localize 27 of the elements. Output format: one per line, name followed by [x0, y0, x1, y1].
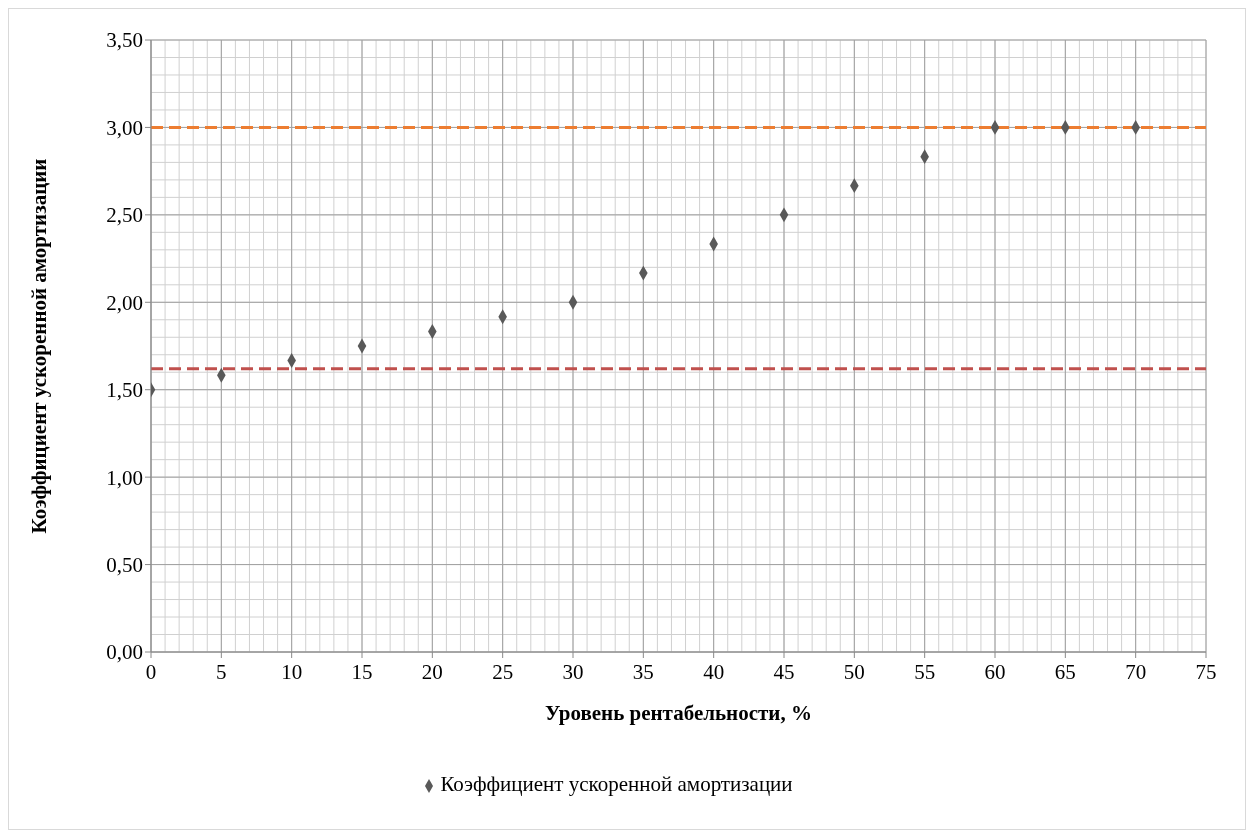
- y-tick-label: 3,50: [106, 28, 143, 53]
- x-tick-label: 20: [421, 659, 443, 684]
- y-tick-label: 2,50: [106, 203, 143, 228]
- x-tick-label: 55: [914, 659, 936, 684]
- x-tick-label: 60: [984, 659, 1006, 684]
- x-tick-label: 10: [281, 659, 303, 684]
- x-tick-label: 25: [492, 659, 514, 684]
- y-axis-title: Коэффициент ускоренной амортизации: [27, 158, 52, 534]
- x-tick-label: 30: [562, 659, 584, 684]
- x-tick-label: 40: [703, 659, 725, 684]
- legend-label: Коэффициент ускоренной амортизации: [440, 772, 793, 796]
- x-tick-label: 50: [843, 659, 865, 684]
- x-tick-label: 45: [773, 659, 795, 684]
- x-tick-label: 75: [1195, 659, 1217, 684]
- x-axis-title: Уровень рентабельности, %: [545, 701, 812, 725]
- x-tick-label: 35: [632, 659, 654, 684]
- y-tick-label: 0,50: [106, 553, 143, 578]
- x-tick-label: 65: [1054, 659, 1076, 684]
- x-tick-label: 15: [351, 659, 373, 684]
- y-tick-label: 2,00: [106, 290, 143, 315]
- x-tick-label: 70: [1125, 659, 1147, 684]
- x-tick-label: 5: [216, 659, 227, 684]
- y-tick-label: 1,00: [106, 465, 143, 490]
- y-tick-label: 0,00: [106, 640, 143, 665]
- y-tick-label: 1,50: [106, 378, 143, 403]
- y-tick-label: 3,00: [106, 115, 143, 140]
- x-tick-label: 0: [145, 659, 157, 684]
